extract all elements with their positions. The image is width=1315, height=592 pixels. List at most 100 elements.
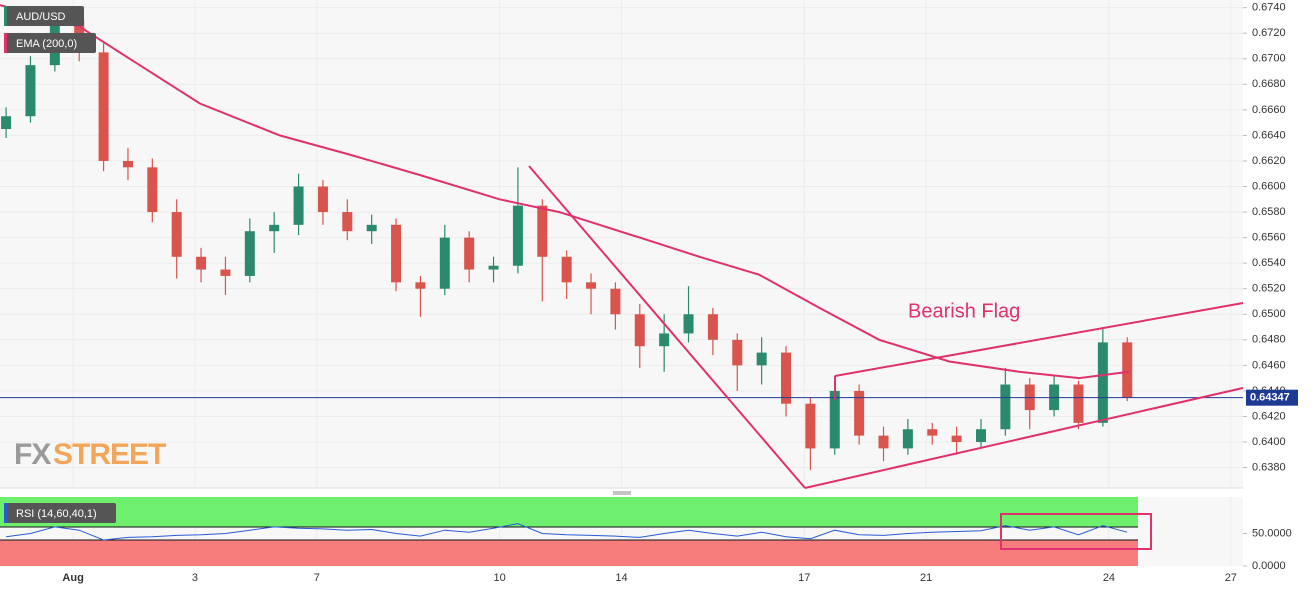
y-tick-label: 0.6480 <box>1252 334 1286 346</box>
legend-label: AUD/USD <box>16 11 66 23</box>
rsi-highlight <box>1000 513 1152 550</box>
panel-handle[interactable] <box>613 491 631 495</box>
y-tick-label: 0.6620 <box>1252 155 1286 167</box>
y-tick-label: 0.6580 <box>1252 206 1286 218</box>
rsi-zones <box>0 497 1138 566</box>
candle-body <box>732 339 743 366</box>
y-tick-label: 0.6640 <box>1252 129 1286 141</box>
legend-swatch <box>4 503 7 523</box>
y-tick-label: 0.6540 <box>1252 257 1286 269</box>
last-price-label: 0.64347 <box>1250 392 1290 404</box>
rsi-line <box>6 523 1128 541</box>
candle-body <box>269 224 280 232</box>
y-tick-label: 0.6720 <box>1252 27 1286 39</box>
y-tick-label: 0.6420 <box>1252 410 1286 422</box>
candle-body <box>439 237 450 289</box>
candle-body <box>512 205 523 266</box>
ema-line <box>0 4 1130 380</box>
candle-body <box>683 314 694 334</box>
watermark-fx: FX <box>14 438 51 471</box>
candle-body <box>1097 342 1108 423</box>
trend-line <box>834 302 1244 377</box>
x-tick-label: Aug <box>62 572 83 584</box>
y-tick-label: 0.6560 <box>1252 232 1286 244</box>
candle-body <box>927 429 938 436</box>
candle-body <box>610 288 621 315</box>
candle-body <box>220 269 231 276</box>
y-tick-label: 0.6600 <box>1252 180 1286 192</box>
candle-body <box>415 282 426 289</box>
watermark: FX STREET <box>14 438 167 471</box>
x-tick-label: 27 <box>1225 572 1237 584</box>
y-tick-label: 0.6740 <box>1252 2 1286 14</box>
candle-body <box>537 205 548 257</box>
legend-label: EMA (200,0) <box>16 38 77 50</box>
candle-body <box>902 429 913 449</box>
candle-body <box>488 265 499 270</box>
x-tick-label: 10 <box>494 572 506 584</box>
x-tick-label: 3 <box>192 572 198 584</box>
candle-body <box>586 282 597 289</box>
candle-body <box>122 160 133 168</box>
candle-body <box>634 314 645 347</box>
candle-body <box>951 435 962 443</box>
legend-box <box>4 503 116 523</box>
y-tick-label: 0.6520 <box>1252 283 1286 295</box>
y-tick-label: 0.6380 <box>1252 461 1286 473</box>
candle-body <box>781 352 792 404</box>
candle-body <box>854 390 865 436</box>
y-tick-label: 0.6680 <box>1252 78 1286 90</box>
candle-body <box>464 237 475 270</box>
y-tick-label: 0.6660 <box>1252 104 1286 116</box>
x-tick-label: 21 <box>920 572 932 584</box>
legend-box <box>4 6 84 26</box>
candle-body <box>561 256 572 283</box>
legend-box <box>4 33 96 53</box>
trend-lines <box>528 165 1244 550</box>
legend-swatch <box>4 33 7 53</box>
marks <box>0 4 1243 541</box>
legend-label: RSI (14,60,40,1) <box>16 508 97 520</box>
candle-body <box>25 65 36 117</box>
candle-body <box>342 212 353 232</box>
candle-body <box>366 224 377 232</box>
rsi-y-tick-label: 50.0000 <box>1252 527 1292 539</box>
candle-body <box>391 224 402 283</box>
annotation: Bearish Flag <box>908 300 1020 322</box>
rsi-overbought-zone <box>0 497 1138 527</box>
candle-body <box>1 116 12 130</box>
candle-body <box>196 256 207 270</box>
y-tick-label: 0.6400 <box>1252 436 1286 448</box>
candle-body <box>756 352 767 366</box>
grid <box>0 0 1243 566</box>
candle-body <box>244 231 255 276</box>
candle-body <box>975 429 986 443</box>
x-tick-label: 17 <box>798 572 810 584</box>
x-tick-label: 14 <box>615 572 627 584</box>
y-tick-label: 0.6500 <box>1252 308 1286 320</box>
candle-body <box>1000 384 1011 430</box>
candle-body <box>171 212 182 257</box>
candle-body <box>147 167 158 213</box>
legend-swatch <box>4 6 7 26</box>
x-tick-label: 7 <box>314 572 320 584</box>
legend: AUD/USD EMA (200,0) RSI (14,60,40,1) <box>4 6 116 523</box>
trend-line <box>528 165 806 489</box>
rsi-y-tick-label: 0.0000 <box>1252 560 1286 572</box>
candle-body <box>1122 342 1133 398</box>
candle-body <box>829 390 840 449</box>
candle-body <box>805 403 816 449</box>
last-price-box <box>1246 389 1298 406</box>
candle-body <box>293 186 304 225</box>
y-tick-label: 0.6700 <box>1252 53 1286 65</box>
candle-body <box>317 186 328 213</box>
candle-body <box>659 333 670 347</box>
candle-body <box>707 314 718 340</box>
x-tick-label: 24 <box>1103 572 1115 584</box>
trend-line <box>804 387 1244 489</box>
rsi-oversold-zone <box>0 539 1138 566</box>
y-tick-label: 0.6460 <box>1252 359 1286 371</box>
candle-body <box>878 435 889 449</box>
candle-body <box>1073 384 1084 423</box>
